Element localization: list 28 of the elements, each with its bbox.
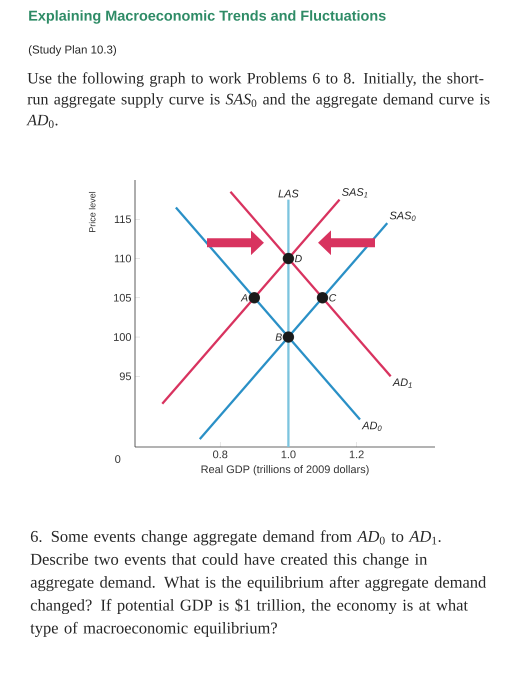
annotation: D (294, 254, 302, 262)
x-tick-label: 0.8 (213, 450, 228, 458)
x-tick-label: 1.0 (282, 450, 296, 458)
point (248, 292, 260, 304)
text: Use the following graph to work Problems 6 to 8. Initially, the short-run aggregate supply curve is SAS$_{0}$ and the aggregate demand curve is AD$_{0}$. (26, 72, 490, 128)
y-tick-label: 115 (114, 215, 132, 224)
text: 0 (115, 455, 120, 463)
series-label: SAS$_{1}$ (342, 188, 368, 198)
x-tick-label: 1.2 (350, 450, 364, 458)
x-axis-title: Real GDP (trillions of 2009 dollars) (202, 465, 369, 476)
point (316, 292, 328, 304)
annotation: A (240, 294, 248, 302)
point (282, 331, 294, 343)
y-tick-label: 100 (114, 333, 132, 341)
point (282, 252, 294, 264)
annotation: C (329, 294, 336, 302)
text: 6. Some events change aggregate demand from AD$_{0}$ to AD$_{1}$. Describe two events that could have created this change in aggregate demand. What is the equilibrium after aggregate demand changed? If potential GDP is $1 trillion, the economy is at what type of macroeconomic equilibrium? (30, 530, 486, 637)
chart-title: Explaining Macroeconomic Trends and Fluctuations (29, 10, 386, 24)
y-axis-title: Price level (88, 192, 96, 232)
y-tick-label: 95 (120, 372, 132, 380)
chart-subtitle: (Study Plan 10.3) (28, 45, 116, 56)
series-label: AD$_{0}$ (362, 422, 382, 431)
annotation: B (276, 333, 282, 341)
series-label: SAS$_{0}$ (390, 212, 416, 221)
y-tick-label: 105 (114, 294, 132, 302)
series-label: LAS (278, 190, 299, 198)
series-label: AD$_{1}$ (392, 378, 412, 388)
y-tick-label: 110 (114, 254, 132, 262)
